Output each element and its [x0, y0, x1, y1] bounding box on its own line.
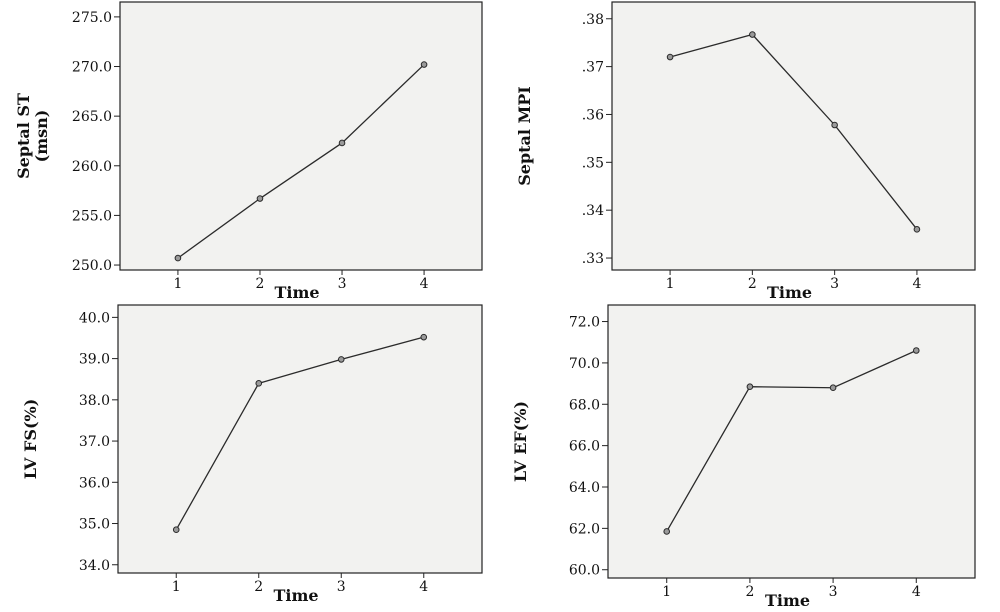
data-point	[338, 139, 346, 147]
series-line	[175, 336, 424, 531]
data-point	[831, 121, 838, 129]
x-tick-label: 4	[912, 584, 921, 600]
x-tick-label: 1	[172, 579, 181, 595]
series-line	[177, 64, 425, 259]
x-tick-label: 2	[748, 276, 757, 292]
chart-panel-lv-fs: 34.0 35.0 36.0 37.0 38.0 39.0 40.0 1 2 3 4 Time LV F…	[21, 304, 483, 605]
x-tick-label: 3	[337, 579, 346, 595]
x-tick-label: 1	[173, 276, 182, 292]
y-tick-label: 38.0	[79, 393, 110, 409]
x-tick-label: 3	[829, 584, 838, 600]
y-axis-title: (msn)	[32, 110, 51, 163]
y-tick-label: 72.0	[569, 315, 600, 331]
x-tick-label: 2	[256, 276, 265, 292]
y-axis-title: Septal ST	[14, 93, 33, 179]
y-axis-title: Septal MPI	[515, 86, 534, 186]
y-tick-label: .37	[582, 60, 604, 76]
plot-area	[611, 1, 976, 271]
data-point	[749, 31, 756, 38]
y-tick-label: 35.0	[79, 517, 110, 533]
plot-area	[119, 1, 483, 271]
y-tick-label: 270.0	[72, 60, 112, 76]
x-tick-label: 1	[662, 584, 671, 600]
y-tick-label: .34	[582, 203, 604, 219]
x-tick-label: 3	[338, 276, 347, 292]
y-tick-label: .36	[582, 107, 604, 123]
data-point	[746, 383, 754, 390]
plot-area	[607, 304, 976, 579]
y-tick-label: 275.0	[72, 10, 112, 26]
y-axis-title: LV FS(%)	[21, 399, 40, 480]
x-tick-label: 2	[254, 579, 263, 595]
y-tick-label: 37.0	[79, 434, 110, 450]
x-tick-label: 4	[420, 276, 429, 292]
x-tick-label: 3	[830, 276, 839, 292]
data-point	[912, 347, 920, 354]
y-axis-title: LV EF(%)	[511, 401, 530, 482]
y-tick-label: 265.0	[72, 109, 112, 125]
x-tick-label: 4	[912, 276, 921, 292]
y-tick-label: 260.0	[72, 159, 112, 175]
y-tick-label: 62.0	[569, 521, 600, 537]
y-tick-label: 250.0	[72, 258, 112, 274]
y-tick-label: 34.0	[79, 558, 110, 574]
x-axis-title: Time	[767, 283, 812, 302]
x-axis-title: Time	[273, 586, 318, 605]
x-tick-label: 2	[745, 584, 754, 600]
plot-area	[117, 304, 483, 574]
y-tick-label: 39.0	[79, 352, 110, 368]
chart-panel-septal-st: 250.0 255.0 260.0 265.0 270.0 275.0 1 2 3 4 Time Se…	[14, 1, 483, 302]
y-tick-label: 60.0	[569, 563, 600, 579]
data-point	[663, 528, 671, 535]
y-tick-label: 66.0	[569, 439, 600, 455]
data-point	[255, 380, 263, 387]
x-tick-label: 1	[666, 276, 675, 292]
y-tick-label: 40.0	[79, 310, 110, 326]
y-tick-label: 68.0	[569, 397, 600, 413]
series-line	[669, 33, 918, 230]
data-point	[337, 356, 345, 363]
y-tick-label: 70.0	[569, 356, 600, 372]
data-point	[420, 333, 428, 341]
y-tick-label: 36.0	[79, 475, 110, 491]
y-tick-label: .33	[582, 251, 604, 267]
data-point	[420, 61, 428, 68]
y-tick-label: .38	[582, 12, 604, 28]
chart-panel-lv-ef: 60.0 62.0 64.0 66.0 68.0 70.0 72.0 1 2 3 4 Time LV E…	[511, 304, 976, 610]
x-tick-label: 4	[419, 579, 428, 595]
y-tick-label: 255.0	[72, 208, 112, 224]
series-line	[666, 349, 917, 532]
x-axis-title: Time	[274, 283, 319, 302]
x-axis-title: Time	[765, 591, 810, 610]
y-tick-label: 64.0	[569, 480, 600, 496]
y-tick-label: .35	[582, 155, 604, 171]
data-point	[829, 384, 837, 392]
data-point	[174, 254, 182, 262]
data-point	[666, 53, 674, 61]
chart-panel-septal-mpi: .33 .34 .35 .36 .37 .38 1 2 3 4 Time Septal MPI	[515, 1, 976, 302]
data-point	[913, 226, 921, 233]
data-point	[172, 526, 180, 534]
data-point	[256, 195, 264, 202]
